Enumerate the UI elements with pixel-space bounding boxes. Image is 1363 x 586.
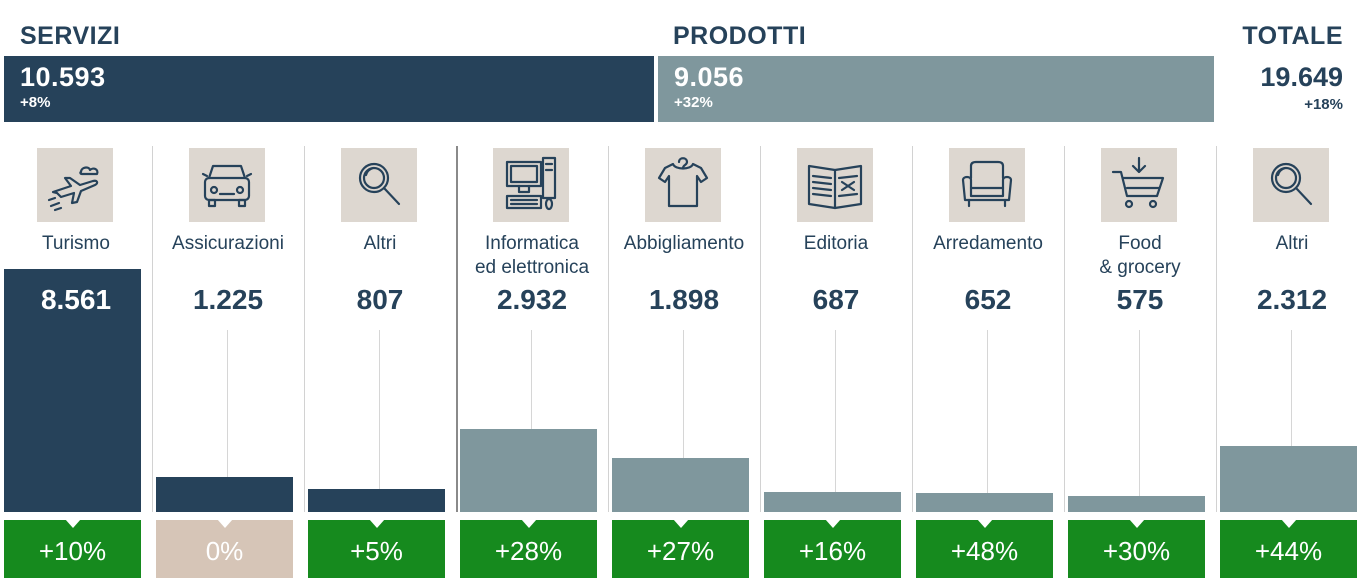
value-label: 1.225 xyxy=(192,284,264,315)
category-label: Editoria xyxy=(803,233,869,254)
column-separator xyxy=(912,146,913,512)
value-label: 8.561 xyxy=(40,284,112,315)
category-column: Food & grocery 575 +30% xyxy=(1064,146,1216,586)
value-label: 652 xyxy=(964,284,1012,315)
category-label: Food & grocery xyxy=(1099,233,1181,278)
category-label: Informatica ed elettronica xyxy=(474,233,590,278)
category-column: Altri 2.312 +44% xyxy=(1216,146,1363,586)
column-separator xyxy=(1064,146,1065,512)
category-column: Turismo 8.561 +10% xyxy=(0,146,152,586)
tshirt-icon xyxy=(645,148,721,222)
growth-badge: +44% xyxy=(1220,519,1357,578)
car-icon xyxy=(189,148,265,222)
bar xyxy=(308,489,445,512)
servizi-pct: +8% xyxy=(20,94,51,111)
category-label: Altri xyxy=(1275,233,1309,254)
armchair-icon xyxy=(949,148,1025,222)
prodotti-bar: 9.056 +32% xyxy=(658,56,1214,122)
growth-badge: +48% xyxy=(916,519,1053,578)
servizi-title: SERVIZI xyxy=(20,22,121,50)
bar xyxy=(156,477,293,512)
value-label: 2.312 xyxy=(1256,284,1328,315)
value-label: 687 xyxy=(812,284,860,315)
leader-line xyxy=(683,330,684,458)
category-column: Arredamento 652 +48% xyxy=(912,146,1064,586)
servizi-bar: 10.593 +8% xyxy=(4,56,654,122)
plane-icon xyxy=(37,148,113,222)
book-icon xyxy=(797,148,873,222)
prodotti-title: PRODOTTI xyxy=(673,22,807,50)
bar xyxy=(764,492,901,512)
computer-icon xyxy=(493,148,569,222)
category-column: Informatica ed elettronica 2.932 +28% xyxy=(456,146,608,586)
bar xyxy=(1068,496,1205,512)
leader-line xyxy=(1291,330,1292,446)
bar xyxy=(4,269,141,512)
value-label: 2.932 xyxy=(496,284,568,315)
category-column: Editoria 687 +16% xyxy=(760,146,912,586)
servizi-value: 10.593 xyxy=(20,62,106,92)
leader-line xyxy=(227,330,228,477)
category-label: Abbigliamento xyxy=(623,233,745,254)
leader-line xyxy=(987,330,988,493)
bar xyxy=(1220,446,1357,512)
leader-line xyxy=(1139,330,1140,496)
totale-title: TOTALE xyxy=(1242,22,1343,50)
column-separator xyxy=(456,146,458,512)
category-label: Assicurazioni xyxy=(172,233,284,254)
leader-line xyxy=(379,330,380,489)
column-separator xyxy=(304,146,305,512)
category-column: Altri 807 +5% xyxy=(304,146,456,586)
value-label: 1.898 xyxy=(648,284,720,315)
column-separator xyxy=(152,146,153,512)
bar xyxy=(460,429,597,512)
leader-line xyxy=(835,330,836,492)
category-column: Abbigliamento 1.898 +27% xyxy=(608,146,760,586)
growth-badge: +30% xyxy=(1068,519,1205,578)
cart-icon xyxy=(1101,148,1177,222)
magnifier-icon xyxy=(341,148,417,222)
value-label: 807 xyxy=(356,284,404,315)
value-label: 575 xyxy=(1116,284,1164,315)
growth-badge: +28% xyxy=(460,519,597,578)
growth-badge: +10% xyxy=(4,519,141,578)
growth-badge: +27% xyxy=(612,519,749,578)
column-separator xyxy=(608,146,609,512)
prodotti-pct: +32% xyxy=(674,94,713,111)
category-label: Arredamento xyxy=(933,233,1043,254)
growth-badge: +5% xyxy=(308,519,445,578)
bar xyxy=(612,458,749,512)
leader-line xyxy=(531,330,532,429)
growth-badge: 0% xyxy=(156,519,293,578)
totale-value: 19.649 xyxy=(1260,62,1343,92)
prodotti-value: 9.056 xyxy=(674,62,745,92)
column-separator xyxy=(1216,146,1217,512)
growth-badge: +16% xyxy=(764,519,901,578)
magnifier-icon xyxy=(1253,148,1329,222)
category-label: Turismo xyxy=(42,233,110,254)
bar xyxy=(916,493,1053,512)
category-column: Assicurazioni 1.225 0% xyxy=(152,146,304,586)
column-separator xyxy=(760,146,761,512)
totale-pct: +18% xyxy=(1304,96,1343,113)
category-label: Altri xyxy=(363,233,397,254)
